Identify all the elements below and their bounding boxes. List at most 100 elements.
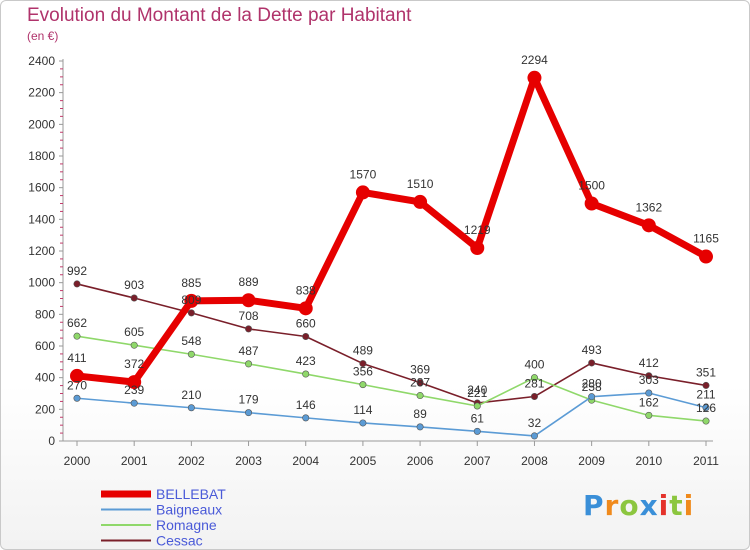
data-point-baigneaux: [130, 399, 138, 407]
logo-letter: t: [669, 489, 684, 522]
data-label-cessac: 412: [639, 356, 659, 370]
data-label-baigneaux: 146: [296, 398, 316, 412]
data-point-baigneaux: [645, 389, 653, 397]
data-label-romagne: 221: [467, 386, 487, 400]
data-label-romagne: 162: [639, 395, 659, 409]
data-label-bellebat: 885: [181, 276, 201, 290]
data-label-romagne: 287: [410, 376, 430, 390]
data-point-bellebat: [470, 240, 485, 255]
data-label-romagne: 356: [353, 365, 373, 379]
y-tick-label: 1200: [28, 244, 55, 258]
data-label-baigneaux: 61: [471, 411, 485, 425]
data-label-romagne: 126: [696, 401, 716, 415]
y-tick-label: 2200: [28, 86, 55, 100]
data-label-cessac: 992: [67, 264, 87, 278]
data-label-baigneaux: 239: [124, 383, 144, 397]
data-point-romagne: [73, 332, 81, 340]
data-label-bellebat: 1500: [578, 179, 605, 193]
y-tick-label: 600: [35, 339, 55, 353]
chart-title: Evolution du Montant de la Dette par Hab…: [27, 5, 412, 26]
data-point-bellebat: [298, 301, 313, 316]
y-tick-label: 1400: [28, 212, 55, 226]
data-point-cessac: [588, 359, 596, 367]
logo-letter: P: [583, 489, 605, 522]
chart-subtitle: (en €): [27, 29, 59, 43]
data-label-baigneaux: 210: [181, 388, 201, 402]
data-label-cessac: 489: [353, 344, 373, 358]
data-point-baigneaux: [473, 427, 481, 435]
legend-label-cessac: Cessac: [156, 533, 203, 549]
proxiti-logo: Proxiti: [583, 489, 694, 522]
logo-letter: o: [619, 489, 640, 522]
x-tick-label: 2011: [693, 454, 719, 468]
data-label-cessac: 660: [296, 317, 316, 331]
y-tick-label: 1600: [28, 181, 55, 195]
data-point-romagne: [187, 350, 195, 358]
data-point-romagne: [702, 417, 710, 425]
logo-letter: x: [639, 489, 659, 522]
data-point-cessac: [530, 393, 538, 401]
y-tick-label: 1000: [28, 276, 55, 290]
data-label-bellebat: 1165: [693, 232, 719, 246]
x-tick-label: 2007: [464, 454, 491, 468]
data-point-cessac: [130, 294, 138, 302]
legend-label-baigneaux: Baigneaux: [156, 502, 222, 518]
data-label-cessac: 351: [696, 365, 716, 379]
data-point-romagne: [645, 411, 653, 419]
data-label-baigneaux: 32: [528, 416, 542, 430]
data-label-cessac: 493: [582, 343, 602, 357]
data-point-bellebat: [527, 70, 542, 85]
data-point-baigneaux: [302, 414, 310, 422]
data-label-baigneaux: 270: [67, 378, 87, 392]
data-point-cessac: [245, 325, 253, 333]
data-label-cessac: 281: [524, 377, 544, 391]
data-label-bellebat: 2294: [521, 53, 548, 67]
data-point-bellebat: [641, 218, 656, 233]
data-label-baigneaux: 211: [696, 388, 715, 402]
series-line-baigneaux: [76, 392, 707, 437]
data-point-romagne: [302, 370, 310, 378]
data-point-romagne: [530, 374, 538, 382]
y-tick-label: 800: [35, 307, 55, 321]
y-tick-label: 2400: [28, 54, 55, 68]
data-label-baigneaux: 179: [239, 393, 259, 407]
logo-letter: i: [658, 489, 670, 522]
data-label-bellebat: 1570: [350, 167, 377, 181]
data-point-bellebat: [413, 194, 428, 209]
data-point-romagne: [416, 392, 424, 400]
data-point-bellebat: [355, 185, 370, 200]
data-point-romagne: [245, 360, 253, 368]
data-label-cessac: 240: [467, 383, 487, 397]
data-point-cessac: [416, 379, 424, 387]
y-tick-label: 200: [35, 402, 55, 416]
x-tick-label: 2006: [407, 454, 434, 468]
data-point-baigneaux: [73, 394, 81, 402]
series-line-cessac: [76, 283, 707, 404]
data-label-baigneaux: 303: [639, 373, 659, 387]
data-label-bellebat: 838: [296, 283, 316, 297]
data-point-bellebat: [699, 249, 713, 264]
series-line-bellebat: [76, 74, 708, 386]
data-point-baigneaux: [359, 419, 367, 427]
data-point-romagne: [130, 341, 138, 349]
data-point-bellebat: [127, 375, 142, 390]
data-point-baigneaux: [187, 404, 195, 412]
data-label-romagne: 423: [296, 354, 316, 368]
data-point-baigneaux: [530, 432, 538, 440]
data-point-cessac: [359, 360, 367, 368]
data-point-baigneaux: [245, 409, 253, 417]
data-label-bellebat: 372: [124, 357, 144, 371]
data-label-cessac: 708: [239, 309, 259, 323]
data-label-bellebat: 1219: [464, 223, 491, 237]
data-point-cessac: [302, 332, 310, 340]
data-label-cessac: 369: [410, 363, 430, 377]
logo-letter: i: [683, 489, 695, 522]
x-tick-label: 2008: [521, 454, 548, 468]
x-tick-label: 2010: [635, 454, 662, 468]
x-tick-label: 2002: [178, 454, 205, 468]
y-tick-label: 1800: [28, 149, 55, 163]
data-point-cessac: [187, 309, 195, 317]
logo-letter: r: [604, 489, 620, 522]
